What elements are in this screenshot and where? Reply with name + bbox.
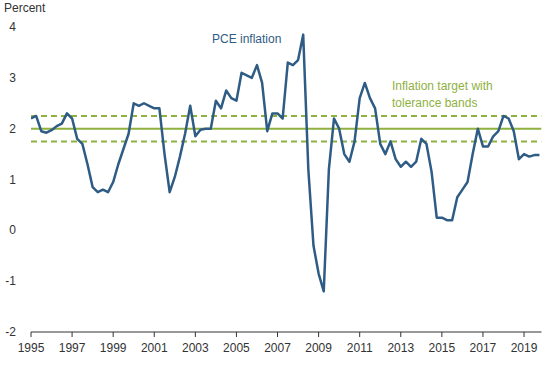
y-tick-label: -1	[5, 274, 16, 288]
x-tick-label: 2017	[470, 341, 497, 355]
series-label: PCE inflation	[212, 32, 281, 46]
x-tick	[113, 332, 114, 337]
x-tick-label: 2019	[511, 341, 538, 355]
chart: Percent -2 -1 0 1 2 3 4 1995 1997 1999 2001 2003 2005…	[0, 0, 550, 365]
x-tick	[441, 332, 442, 337]
x-tick	[195, 332, 196, 337]
x-axis-line	[31, 332, 542, 333]
x-tick-label: 2001	[141, 341, 168, 355]
target-line	[31, 128, 542, 130]
y-tick-label: 1	[9, 173, 16, 187]
y-tick-label: 2	[9, 122, 16, 136]
x-tick	[318, 332, 319, 337]
x-tick-label: 1995	[18, 341, 45, 355]
x-tick	[482, 332, 483, 337]
x-tick-label: 1999	[100, 341, 127, 355]
x-tick	[359, 332, 360, 337]
x-tick-label: 2013	[387, 341, 414, 355]
y-tick-label: -2	[5, 325, 16, 339]
y-tick-label: 3	[9, 71, 16, 85]
x-tick	[72, 332, 73, 337]
x-tick-label: 2005	[223, 341, 250, 355]
y-tick-label: 4	[9, 20, 16, 34]
x-tick	[236, 332, 237, 337]
y-axis-label: Percent	[4, 1, 46, 15]
x-tick	[31, 332, 32, 337]
tolerance-band	[31, 140, 542, 142]
target-label: Inflation target with	[392, 79, 493, 93]
x-tick-label: 2003	[182, 341, 209, 355]
tolerance-band	[31, 115, 542, 117]
x-tick-label: 2007	[264, 341, 291, 355]
target-label: tolerance bands	[392, 96, 477, 110]
x-tick-label: 2011	[347, 341, 373, 355]
x-tick-label: 2015	[429, 341, 456, 355]
series-line	[31, 35, 539, 292]
x-tick-label: 2009	[305, 341, 332, 355]
plot-marks	[31, 35, 542, 292]
y-tick-label: 0	[9, 223, 16, 237]
x-tick	[524, 332, 525, 337]
x-tick	[400, 332, 401, 337]
x-tick	[154, 332, 155, 337]
x-tick	[277, 332, 278, 337]
x-tick-label: 1997	[59, 341, 86, 355]
